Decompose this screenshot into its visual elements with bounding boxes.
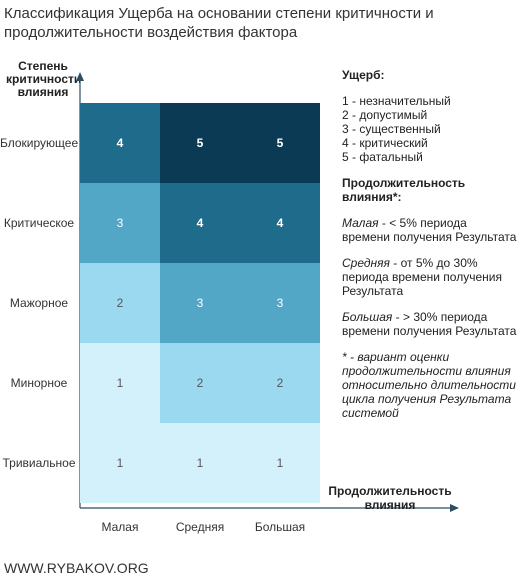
y-axis-arrow-icon: [76, 72, 84, 81]
legend-damage-level: 4 - критический: [342, 136, 428, 150]
legend-duration-title: Продолжительность влияния*:: [342, 176, 466, 204]
matrix-cell: 5: [160, 103, 240, 183]
diagram-title: Классификация Ущерба на основании степен…: [4, 5, 434, 41]
matrix-cell: 1: [240, 423, 320, 503]
legend-duration-text: - < 5% периода времени получения Результ…: [342, 216, 517, 244]
legend-duration-text: - от 5% до 30% периода времени получения…: [342, 256, 502, 298]
footer-site: WWW.RYBAKOV.ORG: [4, 560, 149, 576]
x-axis-title: Продолжительность влияния: [328, 484, 452, 512]
legend-duration-item: Малая - < 5% периода времени получения Р…: [342, 216, 518, 244]
row-label: Минорное: [10, 376, 68, 390]
legend-damage-levels: 1 - незначительный 2 - допустимый 3 - суще…: [342, 94, 518, 164]
matrix-cell: 1: [80, 343, 160, 423]
column-label: Большая: [254, 520, 306, 534]
matrix-cell: 2: [160, 343, 240, 423]
row-label: Блокирующее: [0, 136, 79, 150]
legend-damage-level: 2 - допустимый: [342, 108, 428, 122]
matrix-cell: 3: [240, 263, 320, 343]
legend-duration-text: - > 30% периода времени получения Резуль…: [342, 310, 517, 338]
column-label: Средняя: [175, 520, 225, 534]
legend-duration-term: Большая: [342, 310, 393, 324]
legend-duration-items: Малая - < 5% периода времени получения Р…: [342, 204, 518, 338]
legend-note: * - вариант оценки продолжительности вли…: [342, 350, 516, 420]
legend-duration-term: Малая: [342, 216, 379, 230]
matrix-cell: 1: [160, 423, 240, 503]
row-label: Тривиальное: [2, 456, 76, 470]
legend-damage-title: Ущерб:: [342, 68, 385, 82]
legend-duration-item: Большая - > 30% периода времени получени…: [342, 310, 518, 338]
legend-damage-level: 5 - фатальный: [342, 150, 423, 164]
matrix-cell: 4: [240, 183, 320, 263]
legend: Ущерб: 1 - незначительный 2 - допустимый 3…: [342, 68, 518, 420]
matrix-cell: 2: [80, 263, 160, 343]
matrix-cell: 1: [80, 423, 160, 503]
matrix-cell: 2: [240, 343, 320, 423]
legend-damage-level: 1 - незначительный: [342, 94, 451, 108]
matrix-cell: 3: [80, 183, 160, 263]
legend-damage-level: 3 - существенный: [342, 122, 441, 136]
column-label: Малая: [101, 520, 139, 534]
legend-duration-term: Средняя: [342, 256, 390, 270]
matrix-cell: 5: [240, 103, 320, 183]
row-label: Критическое: [3, 216, 75, 230]
matrix-cell: 4: [80, 103, 160, 183]
matrix-cell: 3: [160, 263, 240, 343]
row-label: Мажорное: [9, 296, 69, 310]
y-axis-title: Степень критичности влияния: [6, 59, 82, 99]
x-axis-arrow-icon: [450, 504, 459, 512]
matrix-cell: 4: [160, 183, 240, 263]
legend-duration-item: Средняя - от 5% до 30% периода времени п…: [342, 256, 518, 298]
